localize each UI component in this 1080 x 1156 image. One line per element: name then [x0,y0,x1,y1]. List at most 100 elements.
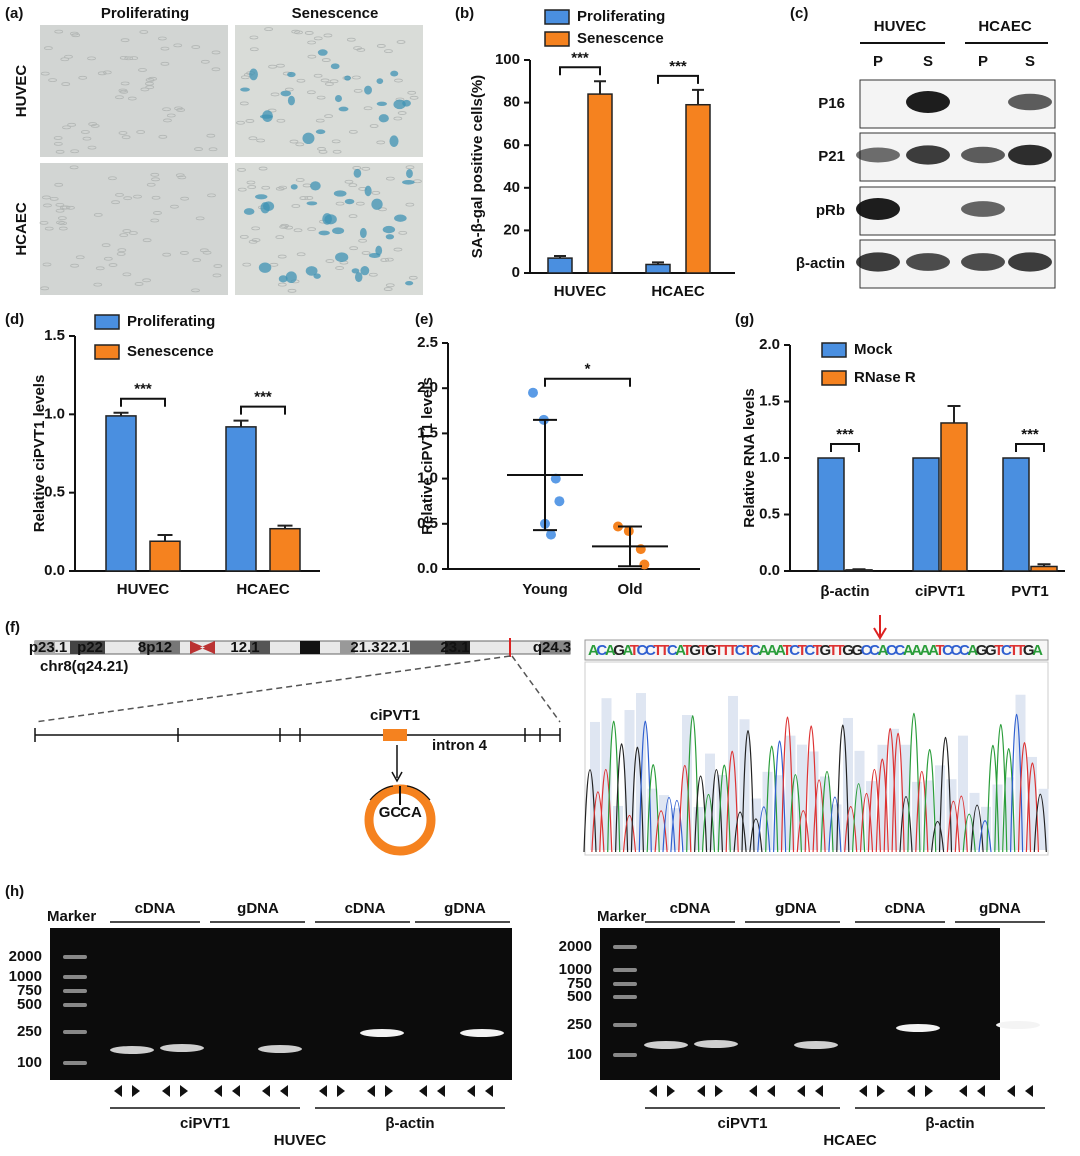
cell [344,179,354,184]
x-tick-label: PVT1 [1011,583,1049,600]
cell [87,145,97,150]
x-tick-label: HUVEC [554,283,607,300]
cell [122,272,132,277]
base: T [813,642,822,659]
quality-bar [843,717,853,850]
cell [304,196,314,200]
cell [70,149,80,154]
stained-cell [258,262,272,273]
panel-letter: (d) [5,311,24,328]
base: T [699,642,708,659]
trace-peak [946,800,960,853]
stained-cell [280,90,292,97]
cell [306,90,316,95]
primer-arrow [232,1085,240,1097]
y-tick-label: 1.0 [417,470,438,487]
ladder-size: 750 [17,982,42,999]
cell [191,288,200,293]
bar [940,422,968,572]
cell [371,190,381,195]
stained-cell [354,272,363,283]
cell [405,165,415,170]
cell [398,230,408,235]
base: A [903,642,914,659]
significance-bracket [1015,443,1045,452]
base: T [630,642,639,659]
bar [645,263,671,274]
base: C [750,642,761,659]
template-label: cDNA [670,900,711,917]
primer-arrow [749,1085,757,1097]
error-bar [1037,563,1051,567]
stained-cell [333,190,347,197]
cell [44,226,54,231]
y-tick-label: 0.0 [759,562,780,579]
cell [245,119,255,123]
y-tick-label: 0.5 [417,515,438,532]
cell [145,85,155,90]
dna-band [160,1044,204,1052]
trace-peak [686,715,700,853]
arrow [391,745,403,783]
base: T [836,642,845,659]
base: C [667,642,678,659]
trace-peak [733,811,747,853]
cell [194,147,203,151]
quality-bar [1027,756,1037,850]
cell [62,125,71,130]
bar [547,257,573,274]
stained-cell [402,99,411,107]
quality-bar [923,780,934,850]
cell-label: HCAEC [823,1132,877,1149]
stained-cell [255,194,268,200]
cell [115,95,124,100]
cell [331,139,341,144]
sd-bar [618,525,642,568]
stained-cell [376,101,387,107]
cell [69,31,79,36]
trace-peak [1002,748,1016,853]
cell [39,220,49,225]
dna-band [896,1024,940,1032]
trace-peak [654,810,668,853]
trace-peak [788,774,802,853]
significance-bracket [120,397,166,407]
base: A [967,642,978,659]
quality-bar [774,775,784,850]
cell [163,118,172,123]
primer-arrow [485,1085,493,1097]
cell [307,40,317,45]
protein-label: β-actin [796,255,845,272]
stained-cell [344,198,355,205]
cell-label: HUVEC [874,18,927,35]
dna-band [694,1040,738,1048]
band [961,253,1005,271]
base: A [928,642,939,659]
base: A [920,642,931,659]
micrograph [40,163,228,295]
cell [275,235,285,240]
cell [54,29,64,34]
cell [58,226,68,231]
cell [64,54,73,59]
cell [393,116,403,121]
primer-arrow [467,1085,475,1097]
bar [149,540,181,572]
significance-bracket [559,66,601,76]
cell [134,282,144,286]
primer-arrow [385,1085,393,1097]
stained-cell [278,275,288,283]
trace-peak [986,745,1000,853]
cell [278,185,288,190]
quality-bar [981,806,991,850]
cell [289,139,299,144]
cell [368,272,378,277]
cell [407,90,417,95]
base: G [689,642,701,659]
cell [42,195,51,200]
protein-label: P21 [818,148,845,165]
base: A [1032,642,1043,659]
trace-peak [662,797,676,853]
base: C [596,642,607,659]
ladder-size: 100 [17,1054,42,1071]
